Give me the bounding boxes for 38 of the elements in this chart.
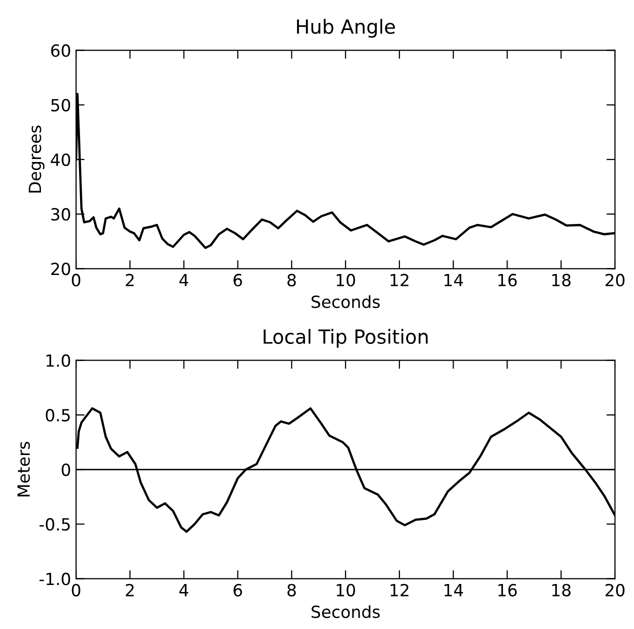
x-tick-label: 8 — [287, 274, 296, 286]
y-tick-label: 40 — [50, 153, 70, 166]
y-axis-title: Degrees — [28, 126, 44, 193]
y-tick-label: 60 — [51, 44, 70, 57]
y-tick-label: -1.0 — [40, 572, 70, 586]
x-tick-label: 6 — [234, 584, 242, 596]
y-tick-label: 50 — [51, 98, 70, 112]
x-tick-label: 14 — [444, 584, 463, 596]
x-tick-label: 4 — [179, 274, 188, 286]
x-tick-label: 16 — [498, 274, 517, 286]
y-tick-label: -0.5 — [40, 518, 70, 531]
x-axis-title: Seconds — [312, 605, 380, 618]
x-tick-label: 16 — [498, 584, 517, 596]
x-tick-label: 12 — [390, 274, 408, 286]
x-tick-label: 2 — [126, 584, 134, 596]
chart-title: Local Tip Position — [264, 328, 428, 348]
x-tick-label: 12 — [390, 584, 408, 596]
y-axis-title: Meters — [18, 442, 30, 496]
chart-title: Hub Angle — [297, 18, 395, 38]
x-tick-label: 0 — [72, 584, 80, 596]
x-tick-label: 6 — [234, 274, 242, 286]
x-tick-label: 10 — [336, 274, 356, 286]
x-tick-label: 2 — [126, 274, 134, 286]
y-tick-label: 0 — [62, 463, 70, 476]
x-tick-label: 0 — [72, 274, 80, 286]
x-tick-label: 20 — [606, 274, 624, 286]
x-tick-label: 18 — [552, 274, 571, 286]
x-tick-label: 18 — [552, 584, 571, 596]
x-axis-title: Seconds — [312, 295, 380, 308]
x-tick-label: 8 — [287, 584, 296, 596]
y-tick-label: 30 — [51, 208, 70, 221]
x-tick-label: 20 — [606, 584, 624, 596]
x-tick-label: 14 — [444, 274, 463, 286]
x-tick-label: 4 — [179, 584, 188, 596]
y-tick-label: 1.0 — [46, 354, 70, 367]
x-tick-label: 10 — [336, 584, 356, 596]
y-tick-label: 20 — [51, 262, 70, 276]
y-tick-label: 0.5 — [46, 408, 70, 422]
